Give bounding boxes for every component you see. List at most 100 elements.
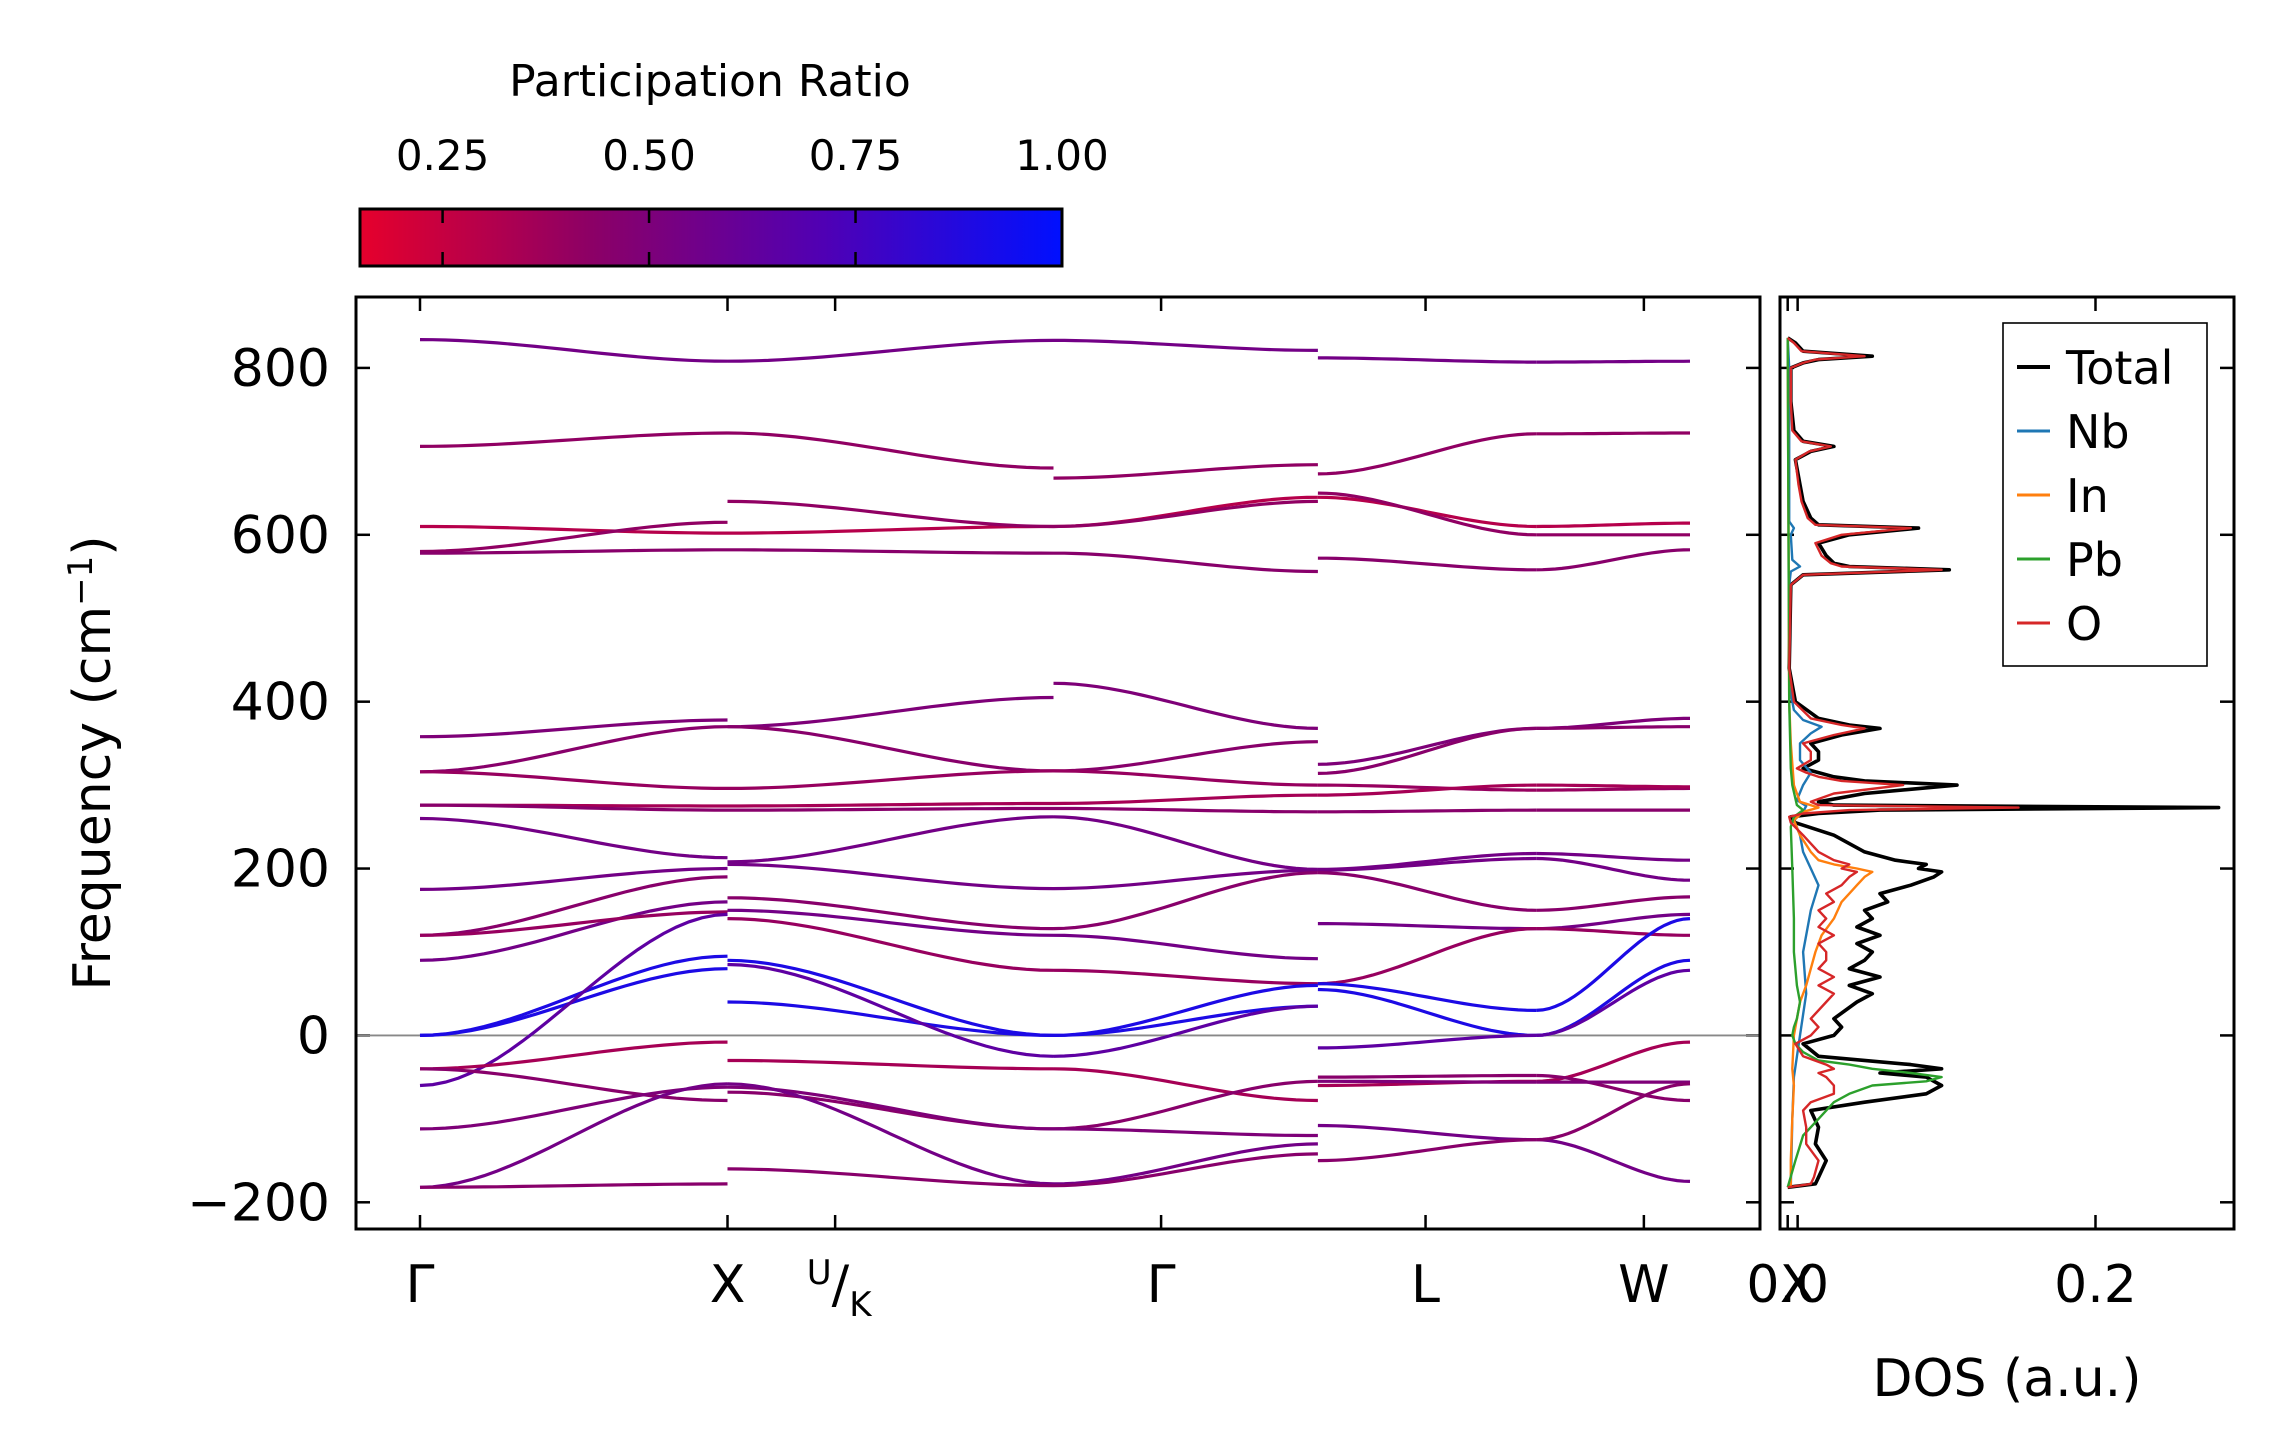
band-line — [1317, 982, 1537, 1012]
band-line — [1317, 871, 1537, 912]
band-line — [419, 1082, 728, 1189]
x-tick-label: Γ — [406, 1255, 435, 1315]
band-line — [1317, 1073, 1537, 1079]
band-line — [1053, 1152, 1318, 1188]
colorbar-tick-label: 0.50 — [602, 131, 696, 180]
band-line — [1053, 868, 1318, 891]
band-line — [1317, 783, 1537, 792]
band-panel: −200 0 200 400 600 800 Γ X U/K Γ L W X Frequency (c… — [61, 295, 1815, 1325]
legend-label: Total — [2065, 341, 2173, 395]
legend-label: Nb — [2066, 405, 2130, 459]
band-line — [419, 866, 728, 891]
band-axes-frame — [354, 295, 1762, 1231]
band-line — [419, 548, 728, 555]
band-line — [1317, 726, 1537, 766]
band-line — [1317, 1138, 1537, 1163]
band-line — [1536, 1138, 1691, 1183]
band-line — [727, 524, 1054, 535]
band-line — [1317, 356, 1537, 364]
band-line — [1536, 856, 1691, 882]
band-line — [1536, 912, 1691, 931]
y-axis-label-end: ) — [63, 535, 123, 555]
band-line — [420, 1182, 728, 1189]
band-line — [727, 499, 1054, 529]
band-line — [727, 695, 1054, 729]
dos-panel: 0.0 0.2 DOS (a.u.) Total Nb In Pb O — [1746, 295, 2236, 1409]
x-tick-label-upper: U — [807, 1253, 832, 1293]
dos-line-pb — [1786, 337, 1943, 1188]
band-line — [419, 803, 728, 812]
legend-label: Pb — [2066, 533, 2123, 587]
band-line — [727, 1000, 1054, 1037]
colorbar-tick-label: 1.00 — [1015, 131, 1109, 180]
x-tick-label: U/K — [807, 1253, 873, 1325]
band-line — [420, 524, 728, 535]
dos-axes-frame — [1778, 295, 2236, 1231]
band-line — [1317, 1033, 1537, 1050]
band-line — [1053, 681, 1318, 730]
dos-line-o — [1786, 336, 2020, 1189]
band-line — [727, 801, 1054, 808]
x-tick-label: W — [1618, 1255, 1669, 1315]
band-line — [1317, 927, 1537, 986]
band-line — [1317, 783, 1537, 797]
y-tick-label: −200 — [187, 1173, 330, 1233]
legend: Total Nb In Pb O — [2002, 322, 2208, 667]
y-axis-label: Frequency (cm−1) — [61, 535, 123, 990]
band-line — [1536, 851, 1690, 862]
band-line — [727, 896, 1054, 931]
band-line — [727, 908, 1054, 937]
band-line — [1317, 556, 1537, 572]
colorbar-title: Participation Ratio — [509, 56, 911, 107]
band-line — [1053, 815, 1318, 871]
band-line — [727, 431, 1054, 470]
band-line — [1053, 499, 1318, 529]
x-tick-label-lower: K — [849, 1285, 873, 1325]
band-line — [727, 962, 1054, 1058]
y-tick-label: 800 — [231, 339, 330, 399]
band-line — [1536, 431, 1690, 436]
band-line — [1053, 1004, 1318, 1058]
colorbar: Participation Ratio 0.25 0.50 0.75 1.00 — [358, 56, 1109, 268]
y-tick-label: 600 — [231, 506, 330, 566]
band-line — [1053, 1079, 1318, 1131]
band-line — [419, 910, 728, 937]
x-tick-label-slash: / — [832, 1255, 850, 1315]
dos-line-in — [1786, 337, 1874, 1188]
band-line — [1536, 786, 1691, 792]
y-axis-label-base: Frequency (cm — [63, 606, 123, 991]
band-line — [1536, 725, 1690, 730]
band-line — [727, 1058, 1054, 1071]
band-line — [1317, 987, 1537, 1037]
band-line — [1053, 1127, 1318, 1138]
band-line — [1536, 1082, 1691, 1142]
band-line — [1053, 1067, 1318, 1103]
band-line — [419, 875, 728, 937]
band-line — [1536, 1073, 1691, 1103]
band-line — [1317, 495, 1537, 529]
band-line — [1317, 922, 1537, 931]
dos-x-tick-label: 0.0 — [1746, 1255, 1829, 1315]
band-line — [727, 725, 1054, 773]
band-line — [419, 725, 728, 774]
band-line — [727, 917, 1054, 972]
band-line — [1053, 806, 1318, 814]
x-tick-label: Γ — [1147, 1255, 1176, 1315]
band-line — [727, 958, 1054, 1037]
colorbar-gradient — [358, 207, 1064, 268]
band-line — [727, 1167, 1054, 1188]
band-line — [1536, 783, 1690, 789]
band-line — [1536, 895, 1691, 912]
band-line — [727, 1090, 1054, 1131]
colorbar-tick-label: 0.25 — [396, 131, 490, 180]
dos-x-tick-label: 0.2 — [2054, 1255, 2137, 1315]
band-line — [1053, 463, 1318, 480]
band-line — [1317, 851, 1537, 871]
band-line — [1536, 917, 1691, 1012]
band-line — [1536, 359, 1691, 364]
y-tick-label: 0 — [297, 1006, 330, 1066]
band-line — [1053, 551, 1318, 574]
y-tick-label: 400 — [231, 673, 330, 733]
band-line — [419, 954, 728, 1037]
